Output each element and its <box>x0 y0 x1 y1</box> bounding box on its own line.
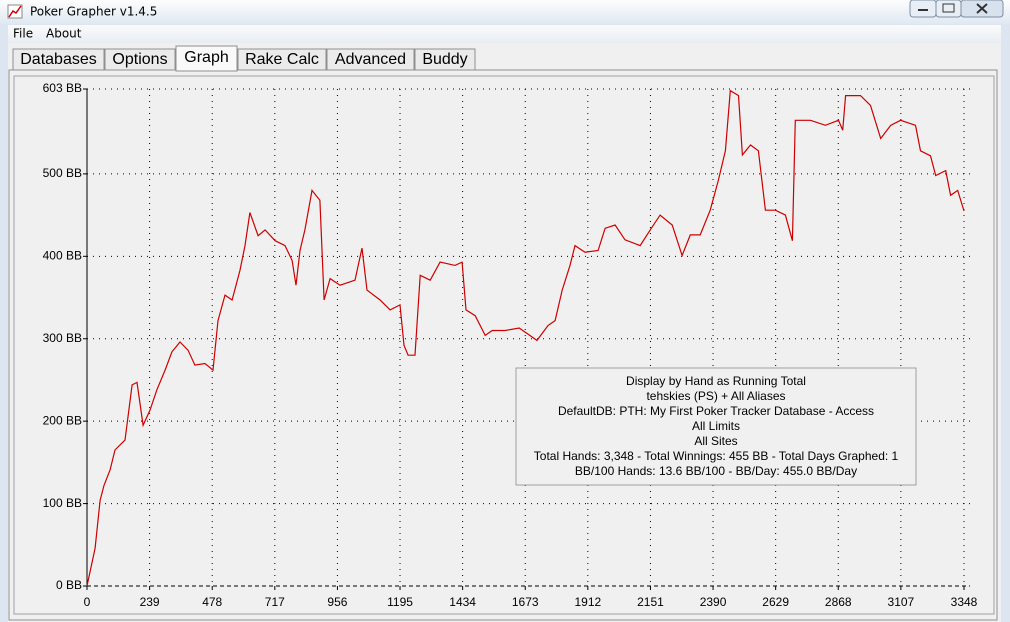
x-tick-label: 717 <box>265 595 285 609</box>
x-tick-label: 2151 <box>637 595 664 609</box>
info-box <box>515 367 917 486</box>
close-glyph <box>976 3 988 14</box>
y-tick-label: 200 BB <box>43 413 82 427</box>
title-bar <box>0 0 1010 24</box>
y-tick-label: 400 BB <box>43 248 82 262</box>
tab[interactable] <box>414 48 476 71</box>
y-tick-label: 100 BB <box>43 496 82 510</box>
maximize-glyph <box>942 3 955 13</box>
maximize-button[interactable] <box>935 0 962 18</box>
menu-item[interactable]: File <box>13 27 33 41</box>
tab[interactable] <box>104 48 176 71</box>
x-tick-label: 956 <box>327 595 347 609</box>
x-tick-label: 1673 <box>512 595 539 609</box>
info-text: Total Hands: 3,348 - Total Winnings: 455… <box>534 449 899 463</box>
y-tick-label: 0 BB <box>56 578 82 592</box>
x-tick-label: 2868 <box>825 595 852 609</box>
x-tick-label: 1434 <box>449 595 476 609</box>
info-text: BB/100 Hands: 13.6 BB/100 - BB/Day: 455.… <box>575 464 857 478</box>
info-text: All Limits <box>692 419 740 433</box>
chart: 0 BB 100 BB 200 BB 300 BB 400 BB 500 BB 603 BB… <box>43 81 978 609</box>
info-text: tehskies (PS) + All Aliases <box>646 389 785 403</box>
y-tick-label: 603 BB <box>43 81 82 95</box>
app-icon-line <box>8 5 22 18</box>
minimize-button[interactable] <box>909 0 937 18</box>
x-tick-label: 3348 <box>951 595 978 609</box>
menu-item[interactable]: About <box>46 27 82 41</box>
window-title: Poker Grapher v1.4.5 <box>30 5 157 19</box>
x-tick-label: 478 <box>202 595 222 609</box>
y-tick-label: 500 BB <box>43 166 82 180</box>
tab[interactable] <box>326 48 415 71</box>
x-tick-label: 2629 <box>762 595 789 609</box>
x-tick-label: 2390 <box>700 595 727 609</box>
menu-bar <box>8 25 1001 43</box>
graph-area <box>13 75 995 615</box>
x-tick-label: 0 <box>84 595 91 609</box>
info-text: Display by Hand as Running Total <box>626 374 806 388</box>
tab-label[interactable]: Advanced <box>335 51 406 68</box>
tab[interactable] <box>237 48 327 71</box>
info-text: DefaultDB: PTH: My First Poker Tracker D… <box>558 404 874 418</box>
tab-label[interactable]: Buddy <box>422 51 467 68</box>
tab-label[interactable]: Rake Calc <box>245 51 319 68</box>
tab-label[interactable]: Options <box>112 51 167 68</box>
data-line <box>86 89 965 587</box>
x-tick-label: 1912 <box>574 595 601 609</box>
info-text: All Sites <box>694 434 737 448</box>
x-tick-label: 3107 <box>888 595 915 609</box>
x-tick-label: 239 <box>140 595 160 609</box>
tab-selected[interactable] <box>175 45 238 72</box>
tab-label[interactable]: Graph <box>184 49 228 66</box>
y-tick-label: 300 BB <box>43 331 82 345</box>
tab-label[interactable]: Databases <box>20 51 97 68</box>
tab[interactable] <box>12 48 105 71</box>
x-tick-label: 1195 <box>387 595 413 609</box>
